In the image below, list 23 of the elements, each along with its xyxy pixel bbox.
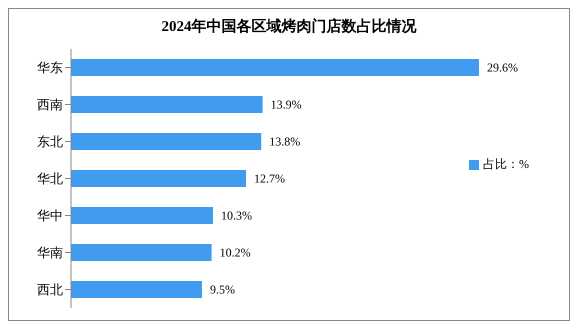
y-tick-label: 西南: [37, 97, 63, 112]
bar: [71, 133, 262, 150]
y-tick-label: 华北: [37, 171, 63, 186]
y-tick-label: 东北: [37, 134, 63, 150]
legend-label: 占比：%: [483, 157, 529, 171]
data-label: 13.8%: [269, 134, 300, 148]
bar: [71, 244, 212, 261]
data-label: 9.5%: [210, 282, 235, 296]
data-label: 29.6%: [487, 60, 518, 74]
y-tick-label: 西北: [37, 282, 63, 298]
data-label: 10.3%: [220, 208, 252, 222]
y-tick-label: 华中: [37, 208, 63, 224]
chart-title: 2024年中国各区域烤肉门店数占比情况: [160, 17, 418, 36]
y-tick-label: 华南: [37, 245, 63, 260]
bar: [71, 281, 202, 298]
data-label: 13.9%: [270, 98, 302, 112]
bar: [71, 96, 263, 113]
bar: [71, 170, 246, 187]
bar: [71, 59, 479, 76]
y-tick-label: 华东: [37, 60, 63, 76]
data-label: 12.7%: [254, 172, 286, 186]
bar: [71, 207, 213, 224]
data-label: 10.2%: [220, 246, 251, 260]
